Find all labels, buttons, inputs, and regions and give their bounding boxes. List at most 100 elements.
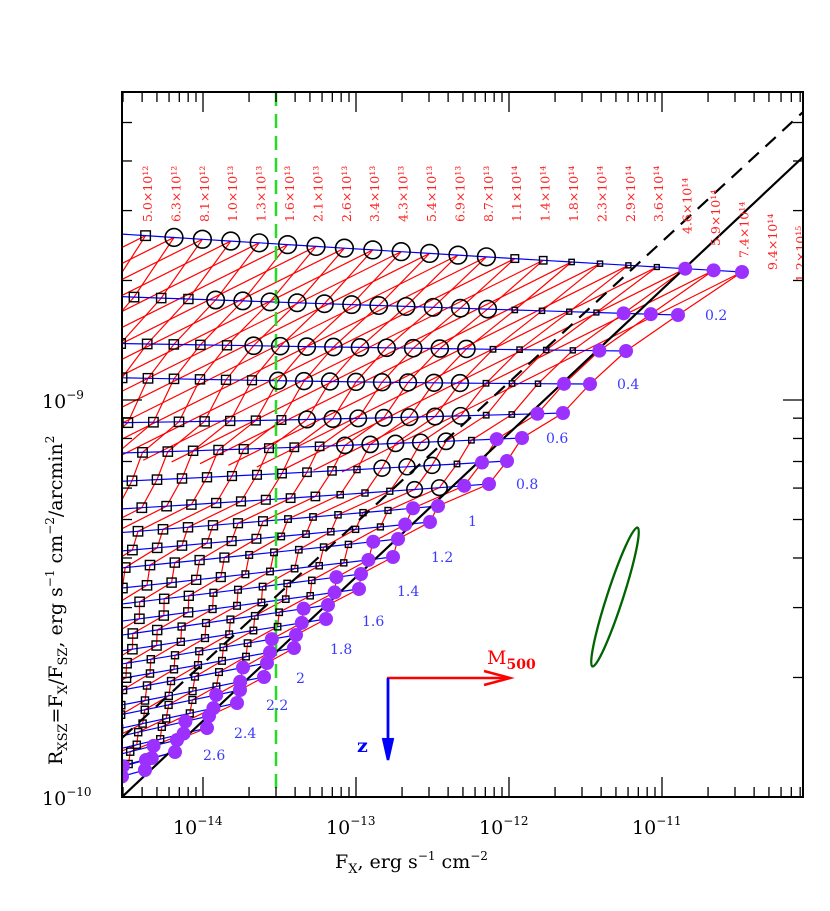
mass-track-extension [341, 271, 743, 473]
mass-track-extension [122, 247, 345, 361]
redshift-track [122, 342, 627, 352]
filled-circle-marker [706, 263, 721, 278]
open-square-marker [314, 441, 325, 452]
redshift-track [122, 573, 362, 605]
open-square-marker [289, 442, 300, 453]
filled-circle-marker [482, 477, 496, 491]
open-square-marker [482, 411, 490, 419]
mass-track [122, 268, 686, 767]
open-square-marker [226, 535, 237, 547]
open-square-marker [309, 513, 317, 521]
open-circle-marker [349, 409, 368, 428]
open-circle-marker [287, 293, 307, 313]
open-square-marker [122, 447, 123, 459]
open-square-marker [161, 500, 172, 512]
mass-track-extension [313, 269, 714, 471]
open-circle-marker [306, 236, 326, 257]
markers [122, 227, 749, 784]
redshift-track [122, 647, 295, 679]
open-square-marker [140, 705, 150, 715]
open-square-marker [166, 577, 177, 588]
filled-circle-marker [489, 432, 504, 447]
x-axis-title: FX, erg s−1 cm−2 [335, 849, 488, 877]
filled-circle-marker [515, 431, 529, 445]
open-square-marker [137, 446, 148, 458]
open-circle-marker [277, 234, 298, 255]
mass-track [122, 247, 345, 519]
mass-track [80, 234, 118, 295]
mass-arrow [387, 669, 515, 687]
open-circle-marker [406, 480, 424, 499]
filled-circle-marker [264, 632, 279, 647]
open-square-marker [158, 593, 170, 605]
mass-track-extension [122, 254, 459, 424]
open-square-marker [258, 582, 267, 591]
open-square-marker [306, 591, 315, 600]
open-circle-marker [451, 406, 470, 425]
redshift-label: 0.4 [617, 377, 639, 393]
open-circle-marker [450, 298, 470, 318]
open-circle-marker [297, 337, 317, 356]
filled-circle-marker [352, 582, 366, 596]
open-square-marker [508, 411, 516, 418]
open-square-marker [169, 665, 179, 674]
open-square-marker [511, 306, 519, 314]
open-square-marker [147, 416, 159, 428]
open-circle-marker [386, 434, 405, 453]
x-tick-label: 10−11 [632, 814, 682, 839]
x-axis-ticks [122, 92, 801, 797]
open-square-marker [195, 647, 204, 656]
open-circle-marker [424, 373, 444, 392]
mass-track [122, 266, 658, 752]
open-circle-marker [437, 432, 456, 451]
open-square-marker [359, 508, 367, 517]
open-square-marker [508, 380, 516, 387]
open-square-marker [134, 613, 145, 625]
open-square-marker [220, 374, 232, 386]
open-square-marker [226, 615, 235, 624]
open-square-marker [653, 263, 660, 271]
open-circle-marker [423, 456, 441, 475]
open-square-marker [276, 414, 287, 426]
open-square-marker [283, 579, 292, 588]
open-square-marker [191, 574, 202, 586]
open-square-marker [199, 416, 210, 427]
open-square-marker [125, 747, 135, 756]
open-square-marker [238, 443, 249, 455]
open-circle-marker [450, 373, 470, 393]
open-square-marker [141, 579, 153, 591]
open-square-marker [142, 681, 152, 690]
open-circle-marker [314, 294, 334, 314]
filled-circle-marker [287, 641, 301, 655]
redshift-arrow [381, 678, 395, 761]
open-circle-marker [192, 229, 213, 249]
filled-circle-marker [233, 683, 247, 697]
open-square-marker [122, 657, 132, 669]
mass-track [122, 251, 402, 558]
y-tick-label: 10−9 [42, 388, 84, 413]
open-square-marker [336, 490, 345, 499]
open-square-marker [538, 255, 548, 265]
open-square-marker [453, 460, 461, 468]
filled-circle-marker [475, 455, 489, 470]
open-square-marker [319, 543, 328, 551]
open-square-marker [327, 527, 335, 536]
open-square-marker [136, 502, 148, 514]
open-square-marker [201, 472, 213, 483]
open-square-marker [225, 415, 236, 427]
open-square-marker [277, 532, 286, 541]
mass-track-extension [122, 242, 260, 313]
filled-circle-marker [178, 714, 193, 729]
redshift-track [122, 437, 523, 454]
open-square-marker [162, 714, 171, 723]
open-square-marker [315, 561, 324, 570]
open-square-marker [250, 611, 259, 620]
open-circle-marker [346, 372, 366, 392]
redshift-track [122, 505, 439, 534]
open-circle-marker [361, 435, 380, 454]
open-circle-marker [335, 436, 354, 455]
filled-circle-marker [263, 645, 277, 660]
open-square-marker [211, 497, 222, 509]
open-circle-marker [396, 296, 416, 316]
open-square-marker [251, 533, 262, 544]
